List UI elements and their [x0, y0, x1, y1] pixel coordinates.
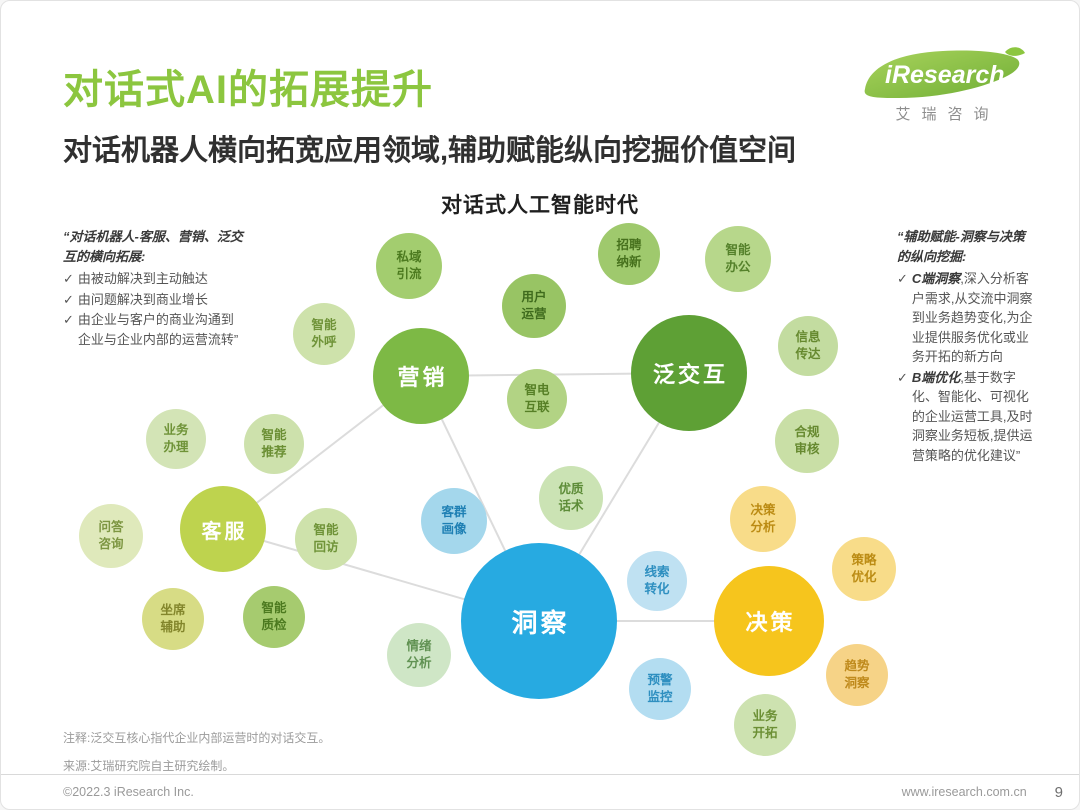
- note-item-text: C端洞察,深入分析客户需求,从交流中洞察到业务趋势变化,为企业提供服务优化或业务…: [912, 269, 1033, 367]
- bubble-kefu: 客服: [180, 486, 266, 572]
- bubble-dongcha: 洞察: [461, 543, 617, 699]
- bubble-juece-fenxi: 决策 分析: [730, 486, 796, 552]
- check-icon: ✓: [897, 369, 908, 385]
- bubble-yewu-banli: 业务 办理: [146, 409, 206, 469]
- check-icon: ✓: [897, 271, 908, 286]
- iresearch-logo-mark: iResearch: [864, 47, 1025, 98]
- bubble-juece: 决策: [714, 566, 824, 676]
- bubble-youzhi-huashu: 优质 话术: [539, 466, 603, 530]
- logo-leaf-icon: [1005, 47, 1025, 56]
- bubble-yujing-jiankong: 预警 监控: [629, 658, 691, 720]
- bubble-zhaopin-naxin: 招聘 纳新: [598, 223, 660, 285]
- bubble-xinxi-chuanda: 信息 传达: [778, 316, 838, 376]
- bubble-zhineng-bangong: 智能 办公: [705, 226, 771, 292]
- check-icon: ✓: [63, 291, 74, 307]
- bubble-celue-youhua: 策略 优化: [832, 537, 896, 601]
- note-title: “辅助赋能-洞察与决策的纵向挖掘:: [897, 229, 1025, 264]
- annotation-note: 注释:泛交互核心指代企业内部运营时的对话交互。: [63, 731, 331, 745]
- bubble-wenda-zixun: 问答 咨询: [79, 504, 143, 568]
- bubble-fanjiaohu: 泛交互: [631, 315, 747, 431]
- bubble-zhineng-tuijian: 智能 推荐: [244, 414, 304, 474]
- note-item-text: B端优化,基于数字化、智能化、可视化的企业运营工具,及时洞察业务短板,提供运营策…: [912, 368, 1033, 466]
- bubble-kequn-huaxiang: 客群 画像: [421, 488, 487, 554]
- bubble-zuoxi-fuzhu: 坐席 辅助: [142, 588, 204, 650]
- note-item: ✓ 由问题解决到商业增长: [63, 290, 245, 310]
- footer: ©2022.3 iResearch Inc. www.iresearch.com…: [1, 774, 1079, 809]
- note-item-text: 由问题解决到商业增长: [77, 291, 208, 307]
- horizontal-expansion-note: “对话机器人-客服、营销、泛交互的横向拓展: ✓ 由被动解决到主动触达 ✓ 由问…: [63, 227, 245, 349]
- note-item: ✓ C端洞察,深入分析客户需求,从交流中洞察到业务趋势变化,为企业提供服务优化或…: [897, 269, 1033, 367]
- note-item-lead: B端优化: [911, 369, 961, 385]
- logo-caption: 艾瑞咨询: [895, 106, 1000, 123]
- page-title: 对话式AI的拓展提升: [63, 68, 433, 112]
- vertical-empowerment-note: “辅助赋能-洞察与决策的纵向挖掘: ✓ C端洞察,深入分析客户需求,从交流中洞察…: [897, 227, 1033, 465]
- bubble-zhineng-huifang: 智能 回访: [295, 508, 357, 570]
- note-title: “对话机器人-客服、营销、泛交互的横向拓展:: [63, 229, 243, 264]
- copyright-text: ©2022.3 iResearch Inc.: [63, 785, 194, 799]
- note-item-text: 由被动解决到主动触达: [77, 271, 208, 286]
- bubble-qingxu-fenxi: 情绪 分析: [387, 623, 451, 687]
- page-number: 9: [1054, 783, 1063, 801]
- bubble-zhineng-waihu: 智能 外呼: [293, 303, 355, 365]
- note-item: ✓ 由企业与客户的商业沟通到企业与企业内部的运营流转”: [63, 310, 245, 349]
- note-item: ✓ 由被动解决到主动触达: [63, 269, 245, 289]
- page-subtitle: 对话机器人横向拓宽应用领域,辅助赋能纵向挖掘价值空间: [63, 135, 797, 167]
- bubble-xiansuo-zhuanhua: 线索 转化: [627, 551, 687, 611]
- note-item-body: ,基于数字化、智能化、可视化的企业运营工具,及时洞察业务短板,提供运营策略的优化…: [911, 369, 1033, 463]
- bubble-yingxiao: 营销: [373, 328, 469, 424]
- diagram-title: 对话式人工智能时代: [441, 194, 639, 217]
- logo-swoosh-shape: [864, 50, 1020, 98]
- note-item-body: ,深入分析客户需求,从交流中洞察到业务趋势变化,为企业提供服务优化或业务开拓的新…: [911, 271, 1033, 364]
- note-item: ✓ B端优化,基于数字化、智能化、可视化的企业运营工具,及时洞察业务短板,提供运…: [897, 368, 1033, 466]
- logo-wordmark: iResearch: [885, 61, 1005, 89]
- check-icon: ✓: [63, 271, 74, 286]
- website-url: www.iresearch.com.cn: [901, 785, 1027, 799]
- bubble-zhineng-zhijian: 智能 质检: [243, 586, 305, 648]
- check-icon: ✓: [63, 312, 74, 327]
- iresearch-logo: iResearch 艾瑞咨询: [857, 45, 1027, 124]
- source-note: 来源:艾瑞研究院自主研究绘制。: [63, 759, 235, 773]
- note-item-lead: C端洞察: [911, 271, 961, 286]
- bubble-siyu-yinliu: 私域 引流: [376, 233, 442, 299]
- bubble-yonghu-yunying: 用户 运营: [502, 274, 566, 338]
- bubble-yewu-kaituo: 业务 开拓: [734, 694, 796, 756]
- bubble-zhidian-hulian: 智电 互联: [507, 369, 567, 429]
- note-item-text: 由企业与客户的商业沟通到企业与企业内部的运营流转”: [77, 312, 239, 347]
- bubble-qushi-dongcha: 趋势 洞察: [826, 644, 888, 706]
- bubble-hegui-shenhe: 合规 审核: [775, 409, 839, 473]
